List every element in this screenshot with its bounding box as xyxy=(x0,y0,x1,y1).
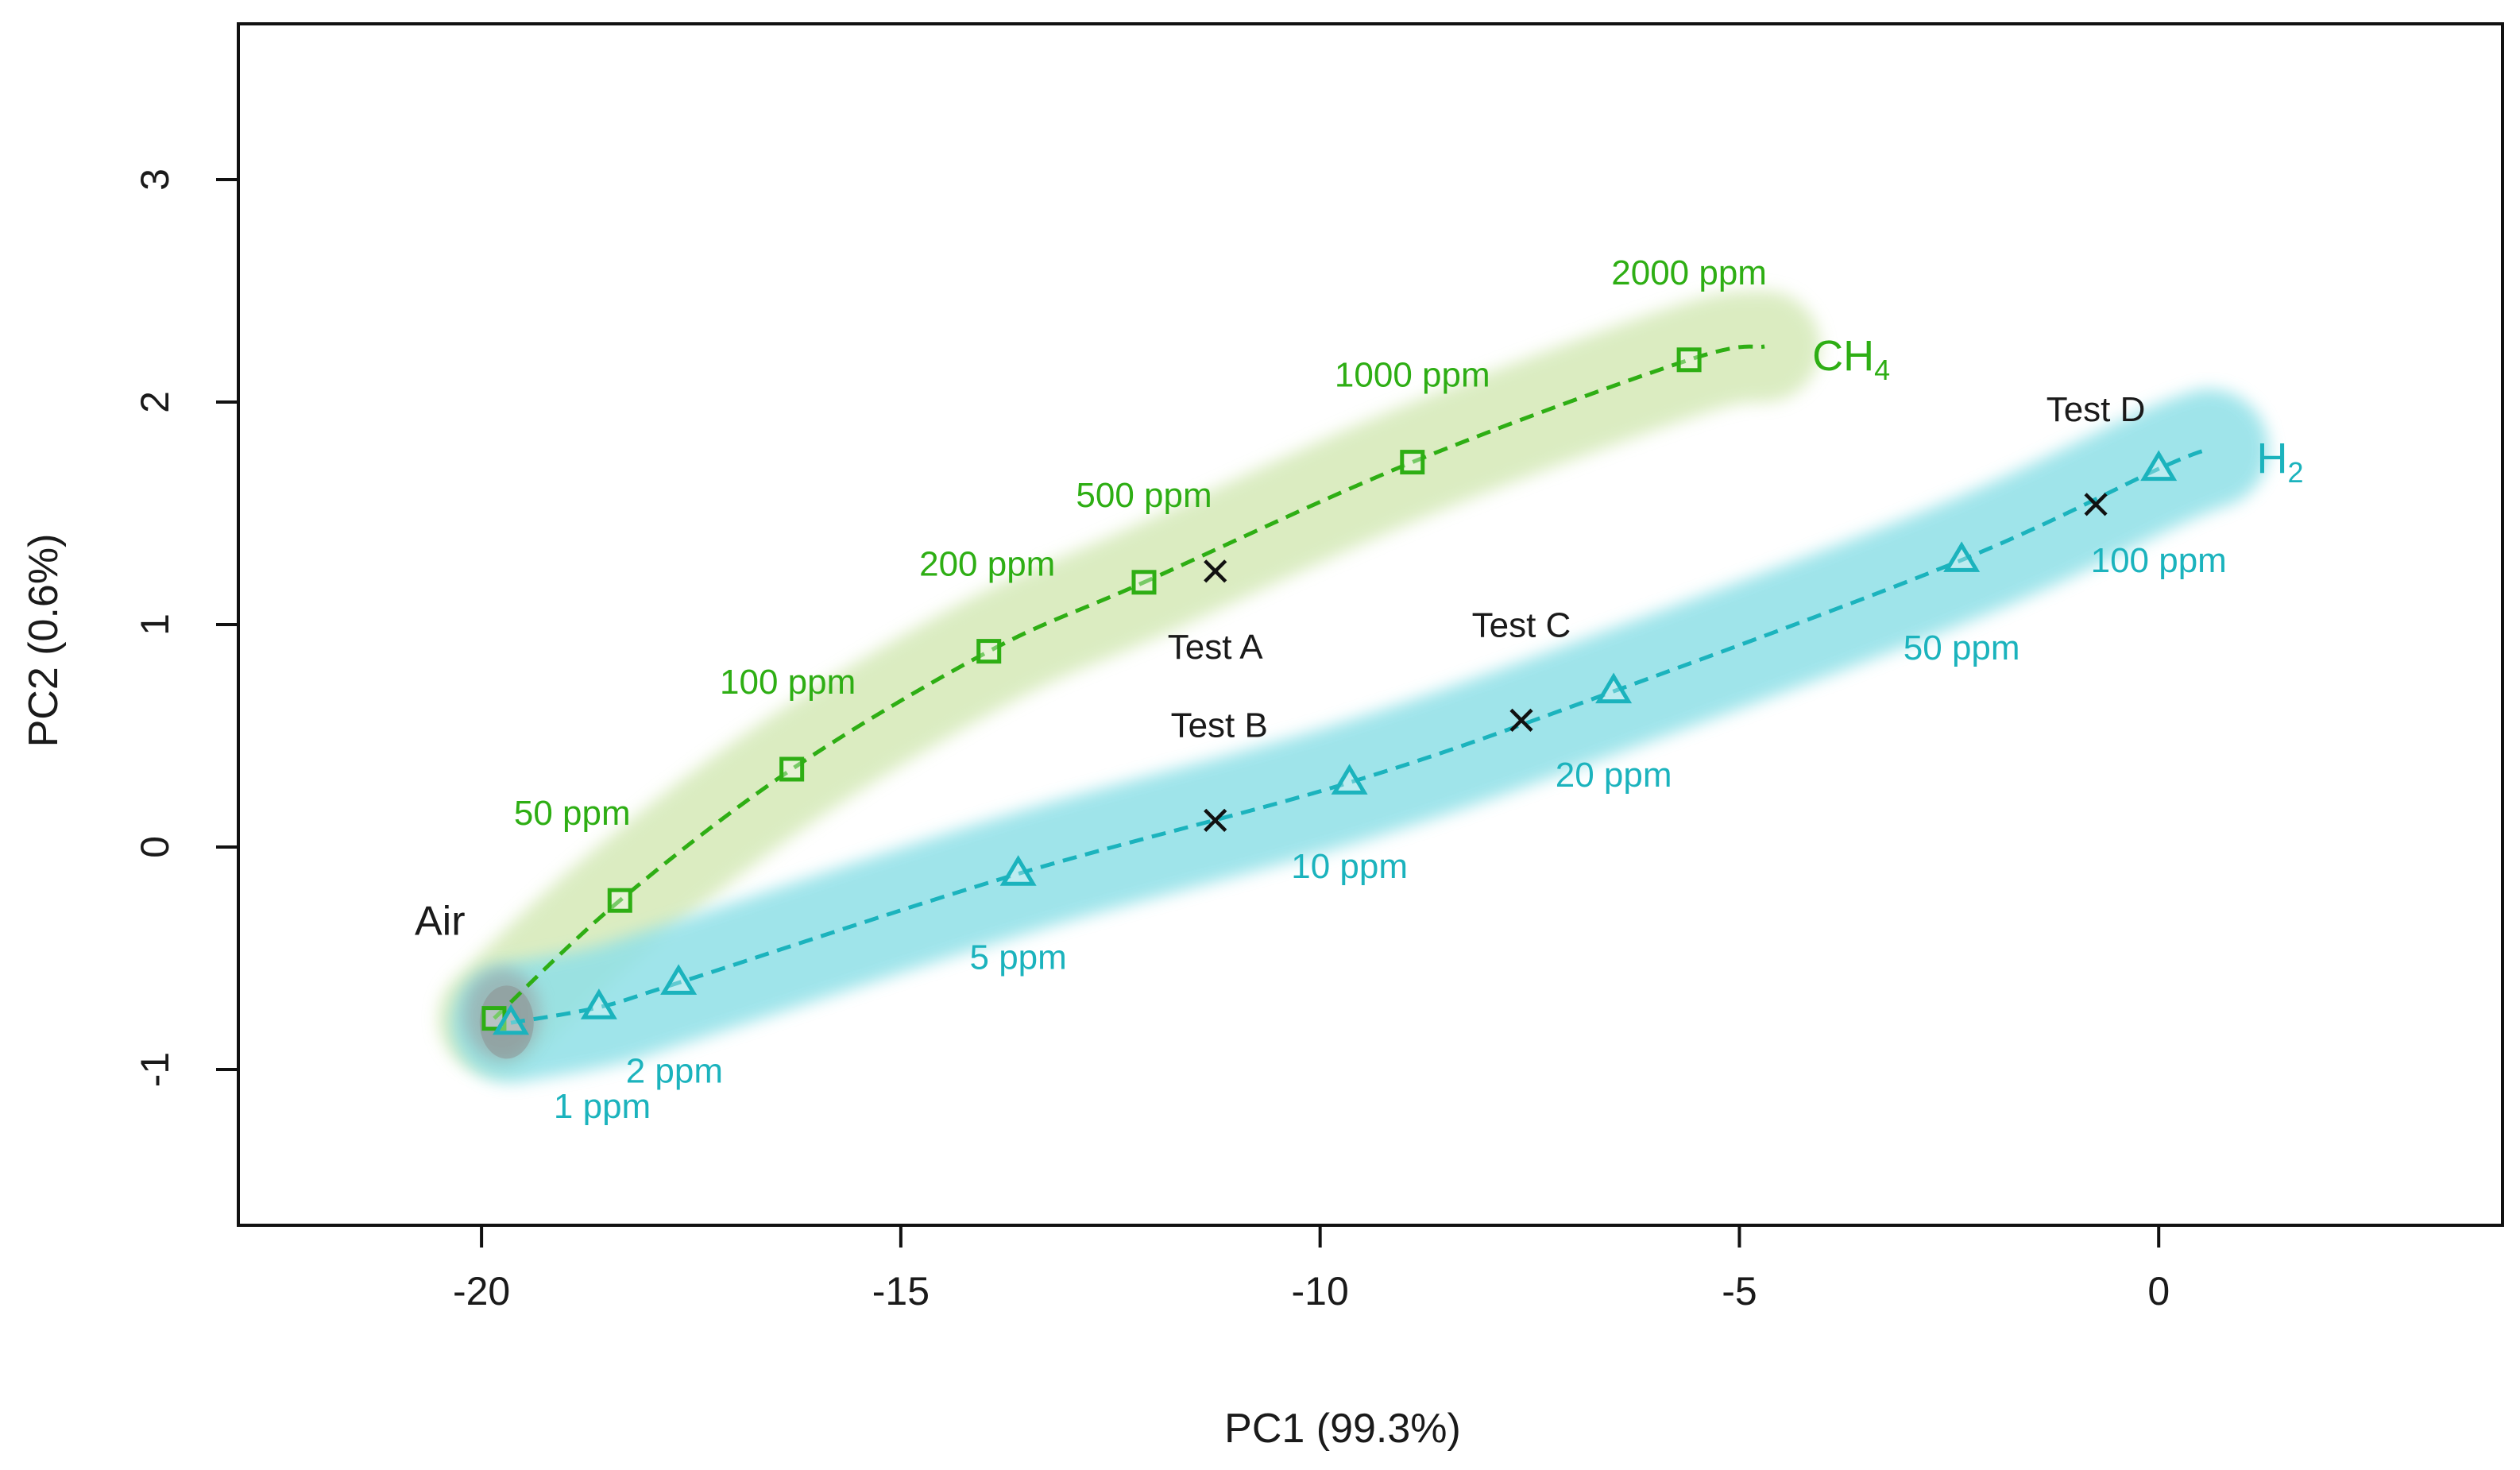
y-tick-label: 2 xyxy=(133,391,177,413)
triangle-marker xyxy=(1331,764,1368,795)
point-label: 100 ppm xyxy=(720,663,856,702)
point-label: 1000 ppm xyxy=(1335,356,1490,395)
point-label: 2 ppm xyxy=(626,1052,723,1091)
test-marker xyxy=(2084,493,2108,516)
triangle-marker xyxy=(493,1004,530,1035)
triangle-marker xyxy=(580,988,617,1019)
point-label: 20 ppm xyxy=(1556,756,1672,795)
point-label: 1 ppm xyxy=(554,1087,651,1126)
test-marker xyxy=(1509,708,1533,732)
series-name-subscript: 4 xyxy=(1874,354,1890,386)
series-name-text: H xyxy=(2257,435,2288,482)
point-label: 2000 ppm xyxy=(1611,253,1767,292)
triangle-marker xyxy=(999,855,1037,886)
y-tick-label: 3 xyxy=(133,168,177,191)
point-label: 50 ppm xyxy=(514,794,631,833)
x-tick-label: 0 xyxy=(2147,1269,2170,1313)
test-label: Test C xyxy=(1472,605,1571,644)
point-label: 5 ppm xyxy=(970,938,1067,977)
test-marker xyxy=(1204,808,1227,832)
y-tick-label: 1 xyxy=(133,613,177,636)
series-line-0 xyxy=(493,344,1765,1020)
x-tick-label: -15 xyxy=(872,1269,930,1313)
triangle-marker xyxy=(1943,541,1981,572)
series-line-1 xyxy=(510,447,2210,1025)
point-label: 200 ppm xyxy=(919,545,1055,584)
series-name-subscript: 2 xyxy=(2288,456,2304,489)
cross-stroke xyxy=(1204,808,1227,832)
air-cluster xyxy=(463,968,540,1061)
square-marker xyxy=(607,888,632,913)
test-label: Test A xyxy=(1168,628,1263,667)
square-marker xyxy=(1131,570,1157,595)
test-label: Test D xyxy=(2047,390,2146,429)
x-tick-label: -20 xyxy=(453,1269,510,1313)
y-axis-title: PC2 (0.6%) xyxy=(21,534,67,748)
square-marker xyxy=(779,756,805,782)
triangle-marker xyxy=(660,964,698,995)
square-marker xyxy=(1400,450,1425,475)
air-label: Air xyxy=(415,898,466,944)
point-label: 10 ppm xyxy=(1291,847,1408,886)
cross-stroke xyxy=(1509,708,1533,732)
test-marker xyxy=(1204,559,1227,583)
y-tick-label: -1 xyxy=(133,1052,177,1087)
point-label: 50 ppm xyxy=(1904,629,2020,667)
air-cluster-core xyxy=(479,985,534,1059)
series-name-0: CH4 xyxy=(1812,332,1890,386)
triangle-marker xyxy=(1595,672,1633,704)
square-marker xyxy=(1676,347,1702,373)
point-label: 100 ppm xyxy=(2091,541,2227,580)
y-tick-label: 0 xyxy=(133,836,177,858)
cross-stroke xyxy=(2084,493,2108,516)
triangle-marker xyxy=(2140,450,2178,482)
test-label: Test B xyxy=(1171,706,1268,745)
x-tick-label: -10 xyxy=(1292,1269,1349,1313)
square-marker xyxy=(976,639,1002,664)
x-tick-label: -5 xyxy=(1722,1269,1757,1313)
x-axis-title: PC1 (99.3%) xyxy=(1224,1406,1461,1452)
series-name-text: CH xyxy=(1812,332,1874,380)
point-label: 500 ppm xyxy=(1076,476,1212,515)
series-name-1: H2 xyxy=(2257,435,2304,489)
cross-stroke xyxy=(1204,559,1227,583)
